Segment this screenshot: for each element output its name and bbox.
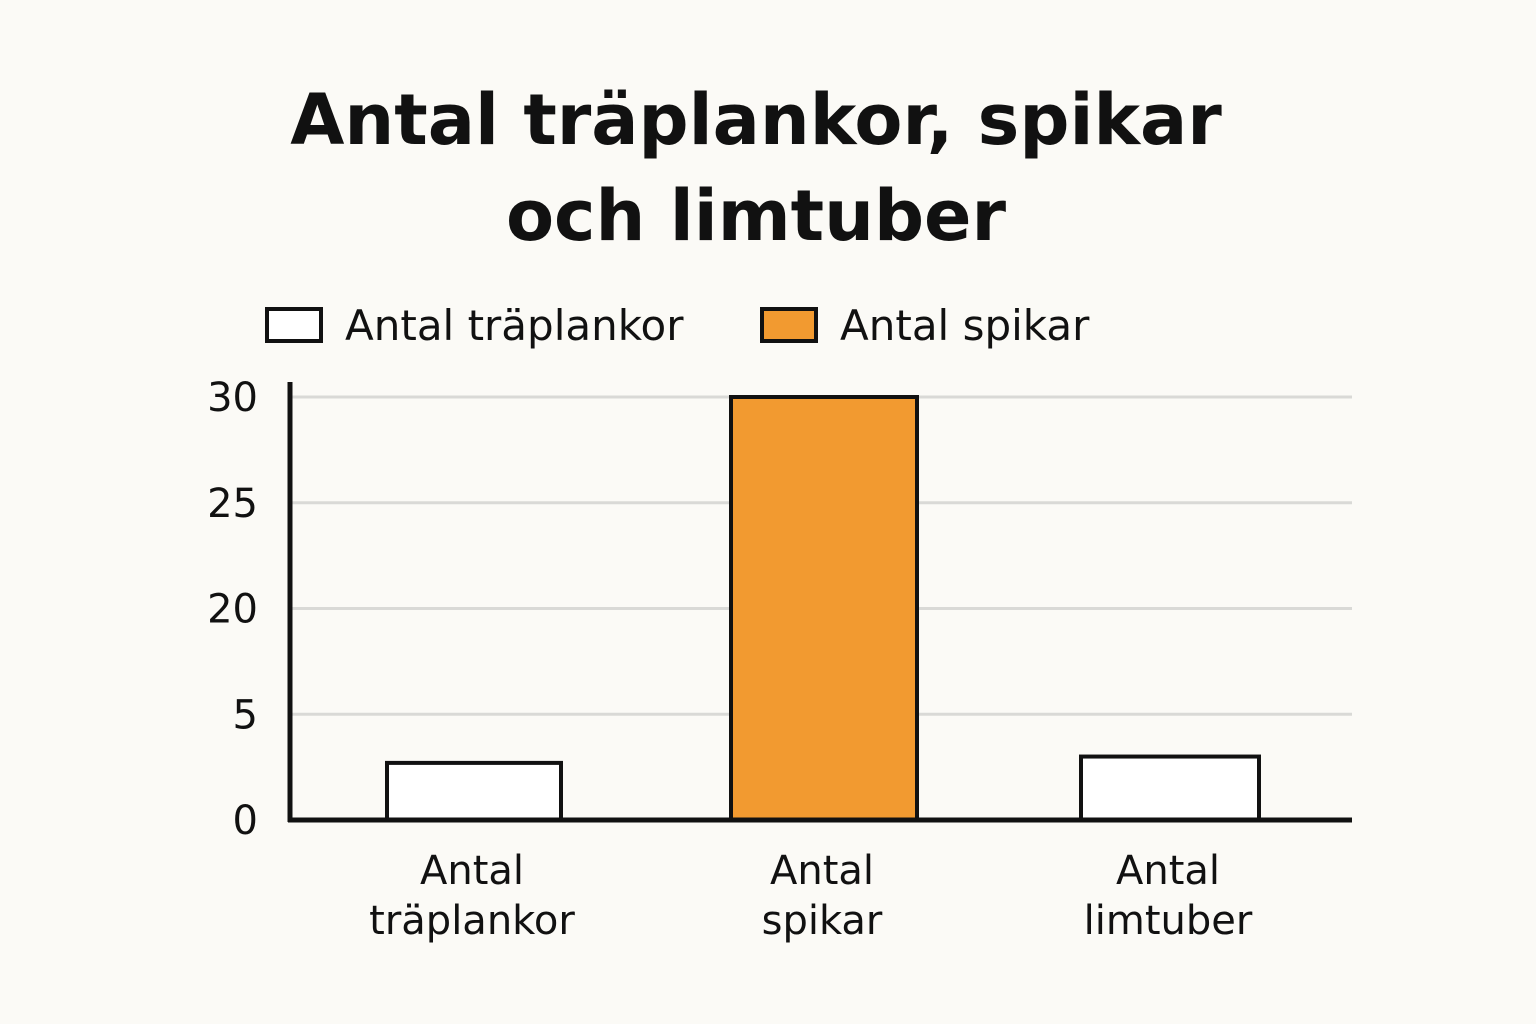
legend-label: Antal spikar bbox=[840, 301, 1090, 350]
chart-title-line-1: Antal träplankor, spikar bbox=[290, 79, 1222, 161]
y-tick-label: 0 bbox=[233, 798, 258, 844]
y-tick-label: 25 bbox=[207, 481, 258, 527]
y-tick-label: 20 bbox=[207, 587, 258, 633]
legend-label: Antal träplankor bbox=[345, 301, 684, 350]
legend: Antal träplankor Antal spikar bbox=[265, 301, 1090, 350]
bar-0 bbox=[385, 760, 563, 823]
axes bbox=[287, 382, 1352, 823]
y-tick-label: 30 bbox=[207, 375, 258, 421]
chart-title: Antal träplankor, spikar och limtuber bbox=[0, 72, 1512, 264]
x-category-label: Antal träplankor bbox=[369, 848, 575, 944]
y-tick-label: 5 bbox=[233, 692, 258, 738]
x-category-label: Antal spikar bbox=[762, 848, 883, 944]
chart-title-line-2: och limtuber bbox=[505, 175, 1007, 257]
x-category-label: Antal limtuber bbox=[1084, 848, 1253, 944]
legend-swatch bbox=[760, 307, 818, 343]
legend-swatch bbox=[265, 307, 323, 343]
bar-1 bbox=[729, 395, 919, 822]
y-tick-labels: 0 5 20 25 30 bbox=[207, 375, 258, 844]
bar-2 bbox=[1079, 754, 1261, 822]
x-category-labels: Antal träplankor Antal spikar Antal limtuber bbox=[369, 848, 1253, 944]
